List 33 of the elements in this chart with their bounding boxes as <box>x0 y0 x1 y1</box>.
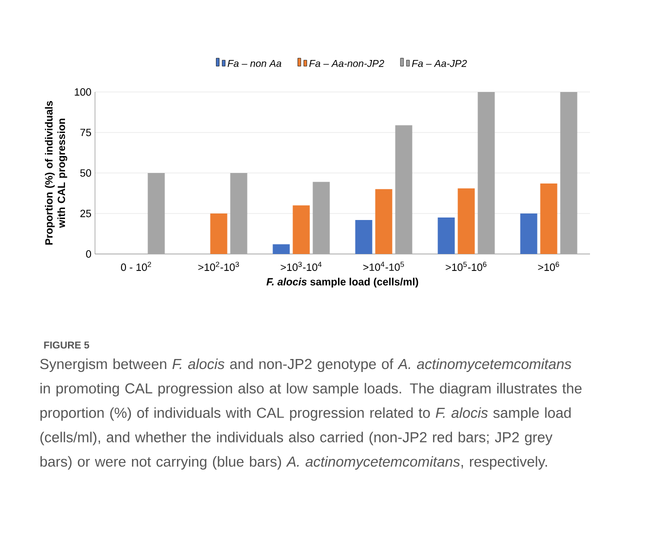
y-tick-label: 25 <box>80 210 92 218</box>
bar <box>148 172 165 254</box>
x-tick-label: >10$^{5}$-10$^{6}$ <box>446 262 486 271</box>
legend-label: Fa – Aa-JP2 <box>412 60 467 67</box>
bar <box>210 213 228 254</box>
y-axis-title: Proportion (%) of individuals with CAL progression <box>44 101 68 245</box>
x-tick-label: >10$^{3}$-10$^{4}$ <box>280 262 322 271</box>
y-tick-label: 50 <box>80 169 92 177</box>
bar <box>312 182 330 254</box>
y-tick-label: 75 <box>80 128 92 136</box>
y-tick-label: 100 <box>74 88 92 96</box>
bar <box>230 172 248 254</box>
bar <box>395 125 412 254</box>
bar <box>272 244 290 254</box>
bar <box>520 213 538 254</box>
x-tick-label: >10$^{2}$-10$^{3}$ <box>198 262 239 271</box>
bar <box>292 205 310 254</box>
bar <box>438 218 455 254</box>
legend-label: Fa – non Aa <box>228 60 282 67</box>
bar <box>560 92 578 254</box>
x-tick-label: >10$^{6}$ <box>538 262 560 271</box>
bar <box>375 189 392 254</box>
bar <box>540 184 558 254</box>
y-tick-label: 0 <box>86 250 92 258</box>
bar <box>355 220 372 254</box>
bar <box>458 188 475 254</box>
legend-label: Fa – Aa-non-JP2 <box>309 60 384 67</box>
x-tick-label: 0 - 10$^{2}$ <box>121 262 152 271</box>
x-axis-title: F. alocis sample load (cells/ml) <box>266 278 418 288</box>
text: Synergism between F. alocis and non-JP2 genotype of A. actinomycetemcomitans in promoting CAL progression also at low sample loads. The diagram illustrates the proportion (%) of individuals with CAL progression related to F. alocis sample load (cells/ml), and whether the individuals also carried (non-JP2 red bars; JP2 grey bars) or were not carrying (blue bars) A. actinomycetemcomitans, respectively. <box>40 358 582 470</box>
caption: FIGURE 5 <box>44 342 90 349</box>
bar <box>478 92 495 254</box>
x-tick-label: >10$^{4}$-10$^{5}$ <box>363 262 404 271</box>
